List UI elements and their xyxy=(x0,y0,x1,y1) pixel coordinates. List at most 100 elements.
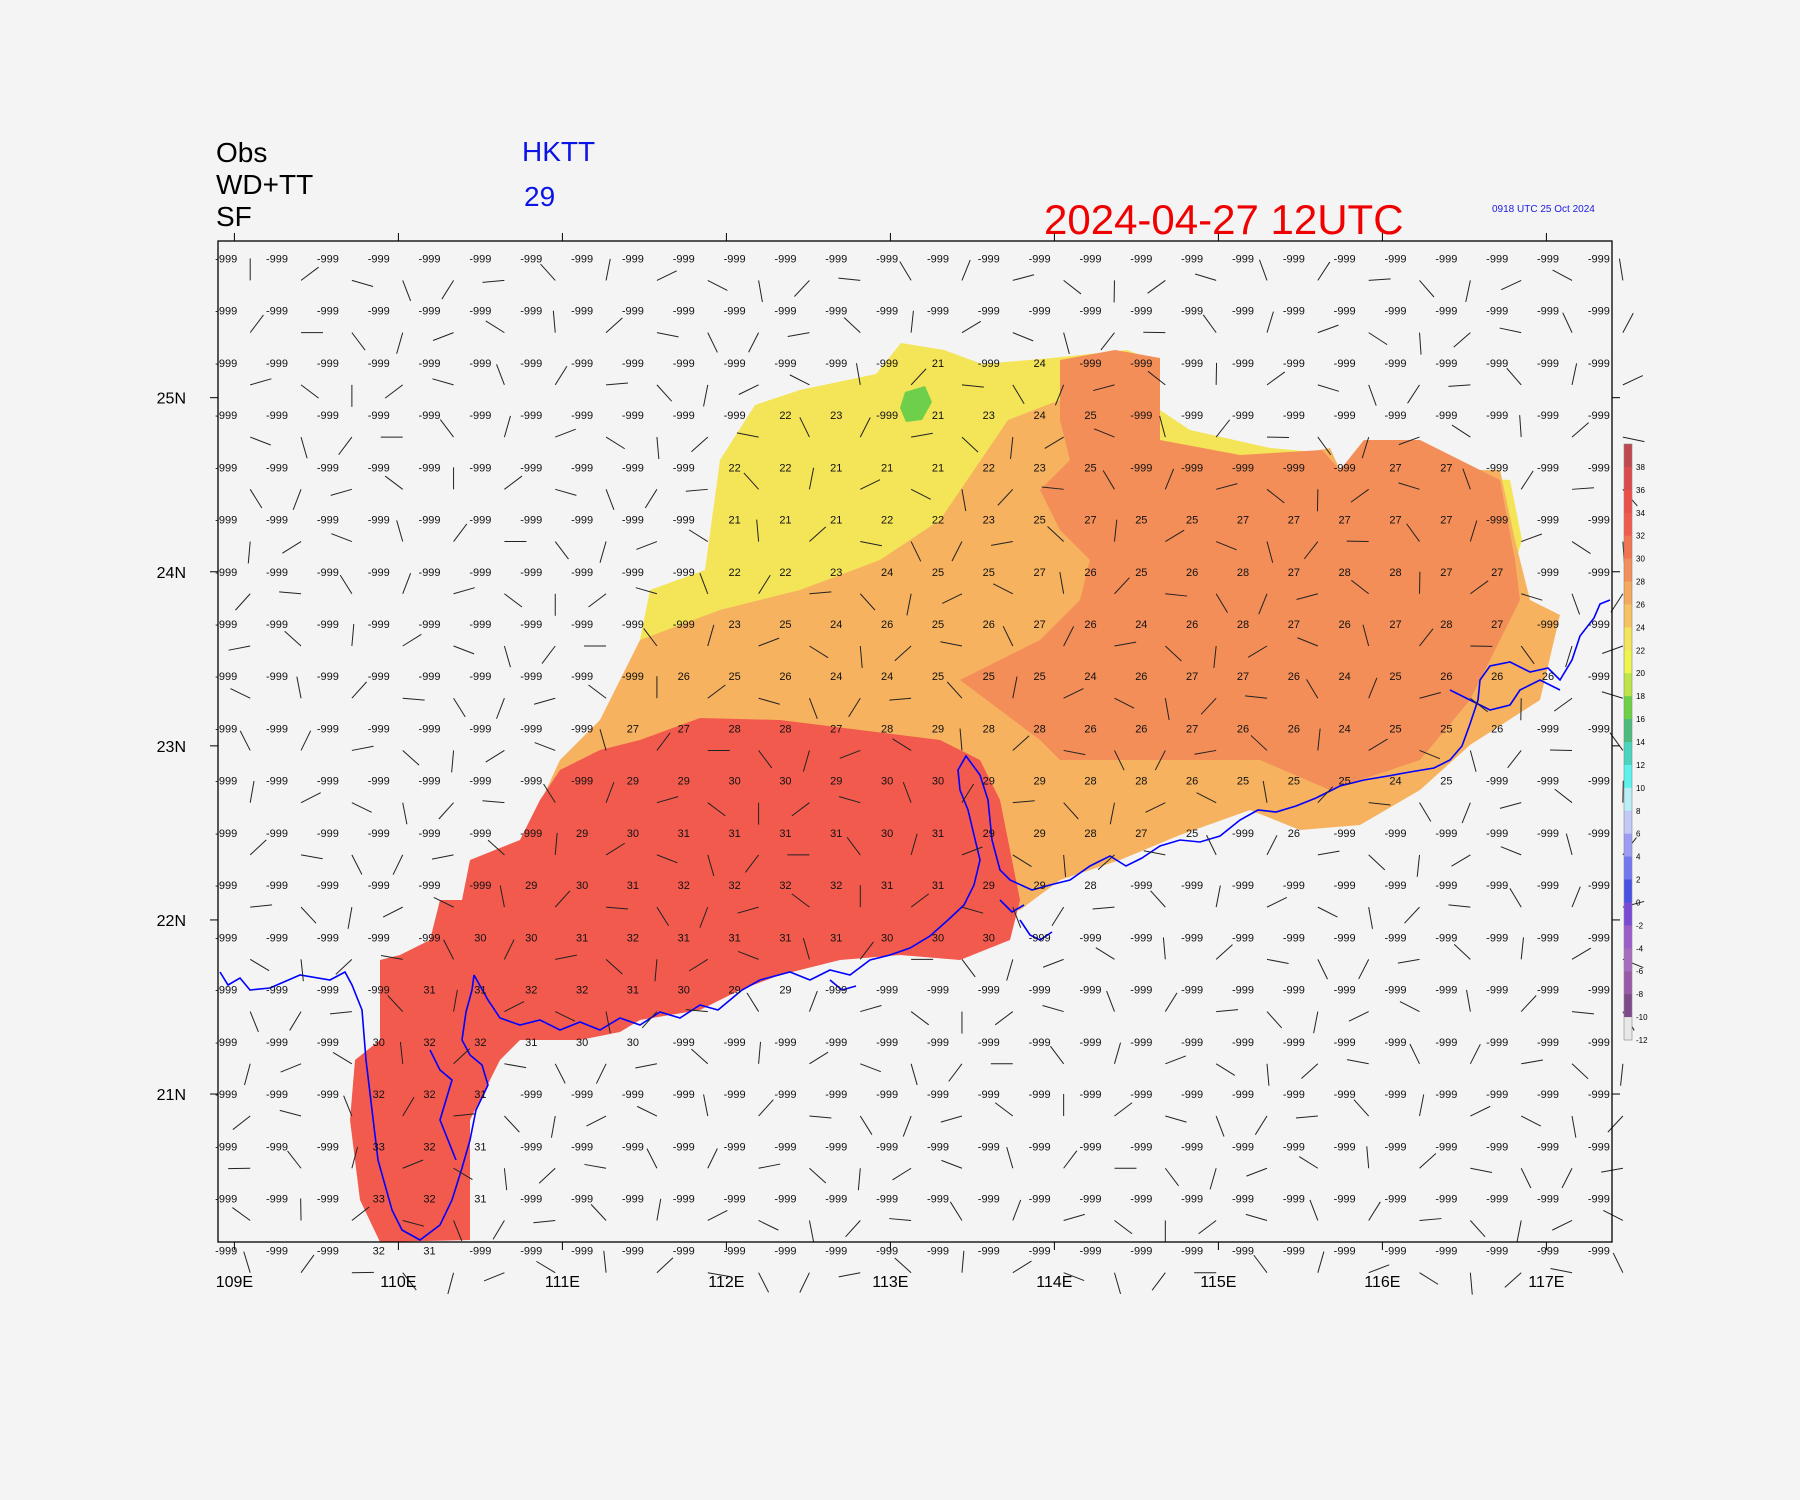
station-temperature: 29 xyxy=(678,776,690,788)
wind-barb xyxy=(1164,1167,1179,1187)
level-label: SF xyxy=(216,201,252,232)
station-temperature: 31 xyxy=(474,985,486,997)
colorbar-label: 30 xyxy=(1636,555,1645,564)
station-temperature: -999 xyxy=(622,358,644,370)
wind-barb xyxy=(1113,519,1118,542)
station-temperature: -999 xyxy=(368,828,390,840)
wind-barb xyxy=(402,633,422,647)
wind-barb xyxy=(994,1011,1014,1026)
wind-barb xyxy=(1565,645,1573,668)
wind-barb xyxy=(1501,279,1522,291)
station-temperature: -999 xyxy=(419,462,441,474)
station-temperature: -999 xyxy=(1588,723,1610,735)
station-temperature: -999 xyxy=(1334,462,1356,474)
station-temperature: -999 xyxy=(673,1246,695,1258)
wind-barb xyxy=(1295,1115,1318,1119)
station-temperature: -999 xyxy=(876,1141,898,1153)
station-temperature: -999 xyxy=(774,1246,796,1258)
station-temperature: -999 xyxy=(571,1089,593,1101)
station-temperature: -999 xyxy=(1486,1246,1508,1258)
station-temperature: 28 xyxy=(1237,567,1249,579)
wind-barb xyxy=(961,959,976,978)
wind-barb xyxy=(1368,854,1386,871)
station-temperature: 26 xyxy=(1186,776,1198,788)
station-temperature: -999 xyxy=(368,306,390,318)
station-temperature: -999 xyxy=(673,619,695,631)
colorbar-label: 32 xyxy=(1636,532,1645,541)
station-temperature: -999 xyxy=(724,410,746,422)
station-temperature: -999 xyxy=(317,880,339,892)
station-temperature: -999 xyxy=(876,1193,898,1205)
wind-barb xyxy=(787,332,810,337)
station-temperature: -999 xyxy=(419,828,441,840)
wind-barb xyxy=(1618,258,1624,281)
station-temperature: -999 xyxy=(1588,567,1610,579)
station-temperature: 26 xyxy=(983,619,995,631)
station-temperature: -999 xyxy=(1130,1141,1152,1153)
station-temperature: 22 xyxy=(779,410,791,422)
wind-barb xyxy=(538,1167,556,1184)
station-temperature: 31 xyxy=(423,1246,435,1258)
station-temperature: -999 xyxy=(1130,462,1152,474)
wind-barb xyxy=(1565,833,1573,856)
wind-barb xyxy=(1470,1167,1493,1173)
station-temperature: -999 xyxy=(622,515,644,527)
station-temperature: 27 xyxy=(1034,567,1046,579)
wind-barb xyxy=(1164,992,1178,1012)
station-temperature: -999 xyxy=(927,1246,949,1258)
station-temperature: -999 xyxy=(1435,1141,1457,1153)
station-temperature: -999 xyxy=(571,358,593,370)
wind-barb xyxy=(1301,1063,1319,1079)
station-temperature: -999 xyxy=(1537,1089,1559,1101)
wind-barb xyxy=(961,436,979,453)
wind-barb xyxy=(1246,1167,1268,1177)
station-temperature: 25 xyxy=(983,671,995,683)
station-temperature: 31 xyxy=(932,880,944,892)
station-temperature: -999 xyxy=(1079,1141,1101,1153)
station-temperature: -999 xyxy=(1385,1141,1407,1153)
wind-barb xyxy=(656,332,679,338)
wind-barb xyxy=(1042,958,1064,968)
station-temperature: -999 xyxy=(520,1141,542,1153)
station-temperature: -999 xyxy=(1486,1037,1508,1049)
wind-barb xyxy=(402,750,420,766)
wind-barb xyxy=(743,472,759,490)
wind-barb xyxy=(656,796,679,804)
wind-barb xyxy=(911,432,933,438)
station-temperature: -999 xyxy=(215,410,237,422)
station-temperature: -999 xyxy=(724,1037,746,1049)
station-temperature: -999 xyxy=(317,567,339,579)
station-temperature: -999 xyxy=(1537,932,1559,944)
station-temperature: -999 xyxy=(1283,1246,1305,1258)
wind-barb xyxy=(1063,1150,1078,1169)
wind-barb xyxy=(1346,1059,1369,1065)
station-temperature: -999 xyxy=(1537,567,1559,579)
station-temperature: -999 xyxy=(469,776,491,788)
colorbar-swatch xyxy=(1624,1017,1632,1041)
colorbar-swatch xyxy=(1624,673,1632,697)
station-temperature: -999 xyxy=(1334,1193,1356,1205)
wind-barb xyxy=(402,280,412,302)
colorbar-label: 24 xyxy=(1636,623,1645,632)
wind-barb xyxy=(1520,1115,1542,1127)
station-temperature: -999 xyxy=(1435,358,1457,370)
wind-barb xyxy=(300,1254,315,1273)
wind-barb xyxy=(1012,676,1018,699)
wind-barb xyxy=(1317,436,1332,456)
wind-barb xyxy=(1245,1213,1268,1221)
station-temperature: 27 xyxy=(1491,619,1503,631)
wind-barb xyxy=(1253,1254,1268,1274)
wind-barb xyxy=(859,417,871,438)
wind-barb xyxy=(688,958,709,972)
wind-barb xyxy=(691,1048,709,1065)
wind-barb xyxy=(940,641,963,647)
colorbar-label: 34 xyxy=(1636,509,1645,518)
wind-barb xyxy=(1520,1168,1532,1189)
wind-barb xyxy=(1571,422,1589,438)
wind-barb xyxy=(1552,269,1573,281)
wind-barb xyxy=(744,854,759,873)
station-temperature: -999 xyxy=(673,515,695,527)
wind-barb xyxy=(1358,959,1370,980)
station-temperature: -999 xyxy=(1334,1141,1356,1153)
wind-barb xyxy=(1500,846,1522,856)
